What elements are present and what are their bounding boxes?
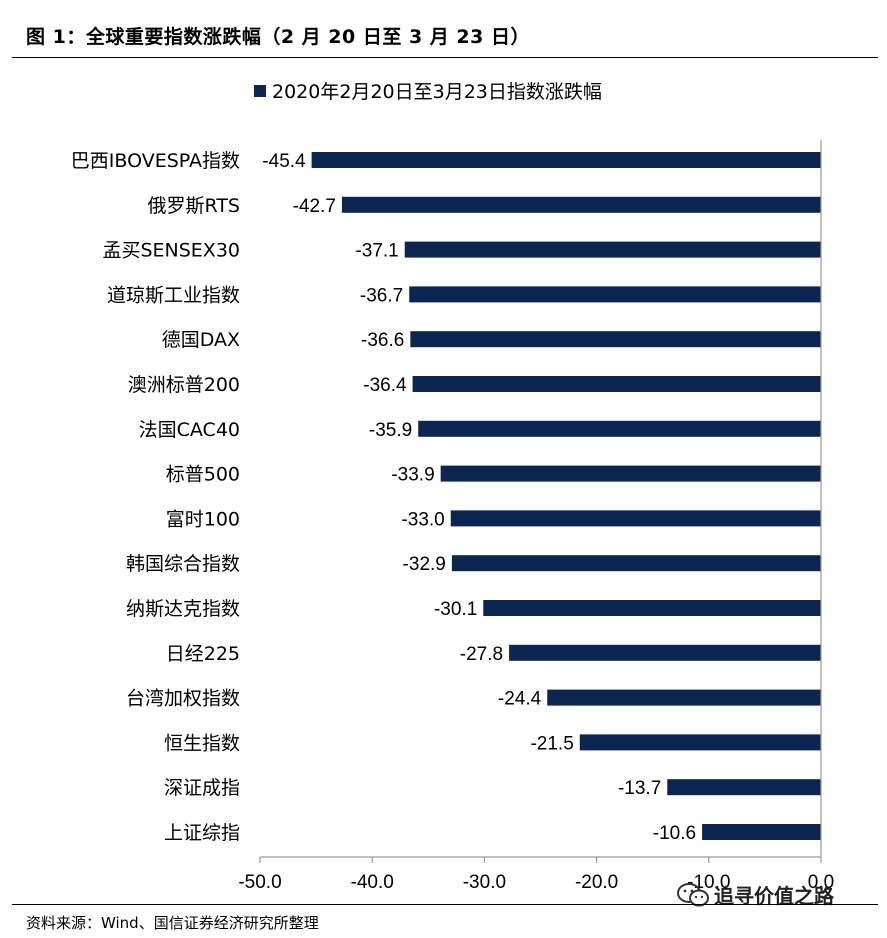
data-label: -45.4 (262, 151, 306, 172)
legend-label: 2020年2月20日至3月23日指数涨跌幅 (272, 81, 602, 103)
bar (341, 196, 821, 213)
data-label: -32.9 (403, 554, 446, 575)
x-tick-label: -40.0 (351, 872, 394, 893)
bar (409, 286, 821, 303)
bar (410, 331, 821, 348)
category-label: 上证综指 (164, 822, 240, 844)
top-rule (12, 57, 878, 58)
data-label: -33.0 (401, 509, 444, 530)
category-label: 台湾加权指数 (126, 688, 240, 710)
bar-chart: 2020年2月20日至3月23日指数涨跌幅 -45.4 巴西IBOVESPA指数 -… (71, 81, 834, 893)
bar (702, 824, 821, 840)
bar (440, 465, 821, 482)
bar (483, 600, 821, 616)
bar (412, 376, 821, 392)
figure-title: 图 1：全球重要指数涨跌幅（2 月 20 日至 3 月 23 日） (26, 26, 530, 48)
x-tick-label: -20.0 (575, 872, 618, 893)
legend: 2020年2月20日至3月23日指数涨跌幅 (254, 81, 602, 103)
data-label: -36.6 (361, 330, 404, 351)
data-label: -30.1 (434, 599, 477, 620)
legend-swatch (254, 85, 266, 97)
data-label: -21.5 (530, 733, 573, 754)
category-label: 澳洲标普200 (128, 374, 240, 396)
data-label: -10.6 (653, 823, 696, 844)
category-label: 深证成指 (164, 777, 240, 799)
bar (547, 689, 821, 706)
source-note: 资料来源：Wind、国信证券经济研究所整理 (26, 914, 319, 932)
bar (404, 241, 821, 258)
bar (451, 555, 821, 572)
data-label: -27.8 (460, 644, 503, 665)
category-label: 道琼斯工业指数 (107, 284, 240, 306)
bottom-rule (12, 904, 878, 905)
category-label: 恒生指数 (164, 732, 240, 754)
category-label: 俄罗斯RTS (148, 195, 241, 217)
category-label: 标普500 (166, 464, 240, 486)
data-label: -36.7 (360, 285, 403, 306)
bar (418, 420, 821, 437)
data-label: -37.1 (355, 241, 398, 262)
data-label: -13.7 (618, 778, 661, 799)
x-tick-label: -30.0 (463, 872, 506, 893)
category-label: 纳斯达克指数 (126, 598, 240, 620)
category-label: 德国DAX (162, 329, 240, 351)
data-label: -35.9 (369, 420, 412, 441)
category-label: 日经225 (166, 643, 240, 665)
category-label: 巴西IBOVESPA指数 (71, 150, 240, 172)
data-label: -36.4 (363, 375, 407, 396)
bar (311, 152, 821, 168)
data-label: -42.7 (293, 196, 336, 217)
data-label: -33.9 (391, 465, 434, 486)
x-tick-label: -50.0 (238, 872, 281, 893)
category-label: 富时100 (166, 508, 240, 530)
data-label: -24.4 (498, 689, 542, 710)
chat-bubble-icon (677, 882, 709, 906)
x-tick-label: 0.0 (808, 872, 834, 893)
category-label: 韩国综合指数 (126, 553, 240, 575)
bar (509, 644, 821, 661)
category-label: 孟买SENSEX30 (102, 240, 240, 262)
category-label: 法国CAC40 (139, 419, 240, 441)
bar (579, 734, 821, 751)
bar (667, 779, 821, 796)
bar (450, 510, 821, 527)
